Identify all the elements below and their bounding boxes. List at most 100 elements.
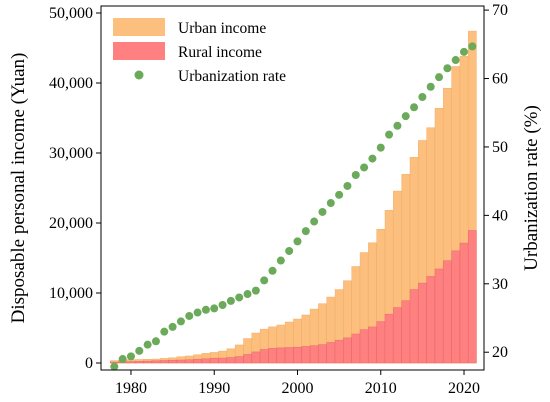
urbanization-rate-point-1994 [243,290,252,299]
rural-income-bar-1981 [135,361,144,364]
legend-label-rural-income: Rural income [178,44,262,61]
urbanization-rate-point-2001 [301,227,310,236]
rural-income-bar-1980 [126,361,136,364]
rural-income-bar-1993 [234,356,244,364]
urbanization-rate-point-1978 [110,362,119,371]
rural-income-bar-1989 [201,358,211,364]
legend-swatch-rural-income [113,42,165,60]
rural-income-bar-2006 [343,337,352,364]
urbanization-rate-point-1997 [268,266,277,275]
urbanization-rate-point-2011 [385,130,394,139]
x-tick-label-1990: 1990 [198,380,230,397]
y-axis-left-title: Disposable personal income (Yuan) [8,53,29,324]
urbanization-rate-point-2002 [310,217,319,226]
x-tick-label-2000: 2000 [281,380,313,397]
urbanization-rate-point-2008 [360,163,369,172]
urbanization-rate-point-1982 [143,340,152,349]
urbanization-rate-point-2003 [318,207,327,216]
urbanization-rate-point-1987 [185,311,194,320]
urbanization-rate-point-1993 [235,293,244,302]
rural-income-bar-1988 [193,358,202,364]
rural-income-bar-1990 [209,357,219,364]
urbanization-rate-point-1988 [193,308,202,317]
urbanization-rate-point-2014 [410,103,419,112]
rural-income-bar-2017 [434,268,444,364]
rural-income-bar-1986 [176,359,186,364]
y-left-tick-label-50000: 50,000 [49,5,93,22]
legend-label-urban-income: Urban income [178,20,266,37]
x-tick-label-2010: 2010 [365,380,397,397]
y-right-tick-label-20: 20 [492,344,508,361]
urbanization-rate-point-2016 [426,82,435,91]
plot-frame [100,5,485,371]
urbanization-rate-point-2006 [343,181,352,190]
x-tick-label-2020: 2020 [448,380,480,397]
rural-income-bar-1996 [259,349,269,364]
x-tick-label-1980: 1980 [115,380,147,397]
urbanization-rate-point-1995 [251,286,260,295]
y-right-tick-label-70: 70 [492,2,508,19]
urbanization-rate-point-1991 [218,301,227,309]
rural-income-bar-2018 [443,260,452,364]
urbanization-rate-point-2015 [418,93,427,101]
rural-income-bar-1985 [168,359,177,364]
rural-income-bar-1998 [276,347,286,364]
urbanization-rate-point-2000 [293,237,302,246]
rural-income-bar-2008 [359,329,369,364]
x-axis: 1980 1990 2000 2010 2020 [115,370,480,397]
urbanization-rate-point-1992 [226,296,235,305]
y-left-tick-label-20000: 20,000 [49,215,93,232]
urbanization-rate-point-2004 [326,199,335,208]
legend-label-urbanization-rate: Urbanization rate [178,68,286,85]
y-axis-right: 20 30 40 50 60 70 [484,2,508,361]
urbanization-rate-point-1981 [135,346,144,355]
urbanization-rate-point-2012 [393,121,402,130]
urbanization-rate-point-1989 [201,305,210,314]
urbanization-rate-point-1996 [260,276,269,285]
urbanization-rate-point-1998 [276,256,285,265]
urbanization-rate-point-1984 [160,327,169,336]
rural-income-bar-2013 [401,300,411,364]
y-right-tick-label-30: 30 [492,276,508,293]
urbanization-rate-point-2017 [435,73,444,82]
rural-income-bar-2004 [326,342,336,364]
y-right-tick-label-60: 60 [492,71,508,88]
y-axis-left: 0 10,000 20,000 30,000 40,000 50,000 [49,5,101,372]
y-right-tick-label-40: 40 [492,207,508,224]
rural-income-bar-1991 [218,357,227,364]
urbanization-rate-point-1979 [118,355,127,364]
urbanization-rate-point-1985 [168,322,177,331]
rural-income-bar-1983 [151,360,161,364]
rural-income-bar-2010 [376,321,386,364]
rural-income-bar-2000 [293,346,302,364]
urbanization-rate-point-2009 [368,154,377,163]
urbanization-rate-point-2005 [335,190,344,199]
rural-income-bar-1997 [268,348,277,364]
rural-income-bar-2007 [351,333,361,364]
rural-income-bar-1995 [251,351,261,364]
urbanization-rate-point-1986 [176,317,185,326]
legend-marker-urbanization-rate [134,70,144,80]
rural-income-bar-2001 [301,346,311,364]
rural-income-bar-2012 [393,307,402,364]
rural-income-bar-2019 [451,250,460,364]
rural-income-bar-2009 [368,326,377,364]
rural-income-bar-2002 [309,345,319,364]
rural-income-bar-2020 [459,242,469,364]
rural-income-bar-2021 [468,230,477,364]
rural-income-bar-2005 [334,339,344,364]
y-right-tick-label-50: 50 [492,139,508,156]
rural-income-bar-2003 [318,344,327,364]
rural-income-bars [110,230,477,364]
urbanization-rate-point-1990 [210,304,219,313]
urbanization-rate-point-1999 [285,246,294,255]
rural-income-bar-1987 [184,359,194,364]
urbanization-rate-point-2007 [351,171,360,179]
urbanization-rate-point-1980 [126,352,135,361]
urbanization-rate-point-2021 [468,42,477,51]
rural-income-bar-1992 [226,357,236,364]
y-left-tick-label-40000: 40,000 [49,75,93,92]
legend-swatch-urban-income [113,18,165,36]
rural-income-bar-2016 [426,276,436,364]
